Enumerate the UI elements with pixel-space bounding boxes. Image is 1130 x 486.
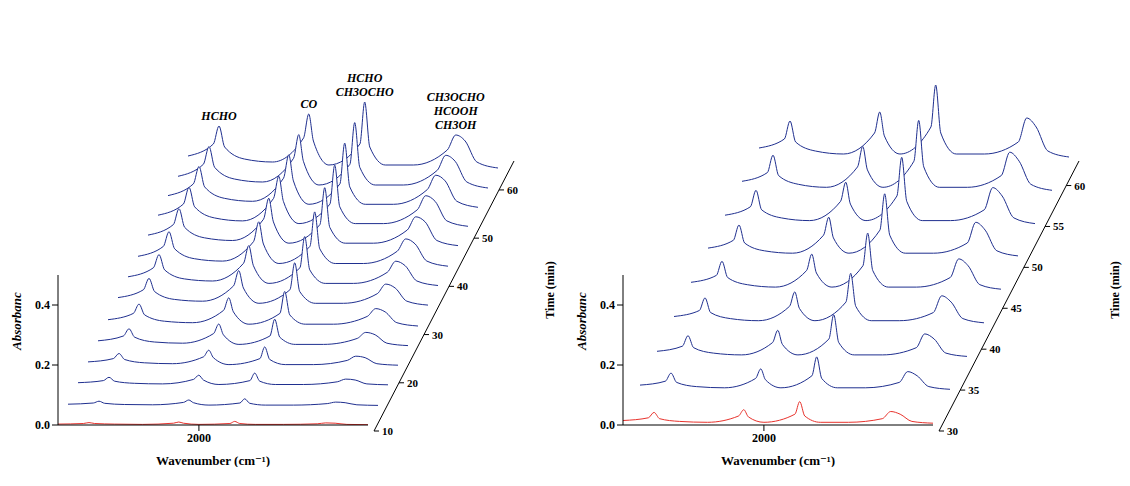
svg-text:Wavenumber (cm⁻¹): Wavenumber (cm⁻¹) — [156, 453, 270, 467]
svg-text:45: 45 — [1011, 302, 1023, 314]
svg-text:CH3OCHO: CH3OCHO — [336, 85, 394, 99]
svg-text:Absorbanc: Absorbanc — [574, 292, 589, 351]
svg-text:40: 40 — [989, 343, 1001, 355]
svg-text:30: 30 — [947, 425, 959, 437]
svg-text:20: 20 — [407, 377, 419, 389]
svg-text:Wavenumber (cm⁻¹): Wavenumber (cm⁻¹) — [721, 453, 835, 467]
svg-text:60: 60 — [1074, 180, 1086, 192]
svg-text:Absorbanc: Absorbanc — [9, 292, 24, 351]
svg-text:35: 35 — [968, 384, 980, 396]
svg-text:Time (min): Time (min) — [1108, 261, 1122, 318]
svg-text:0.4: 0.4 — [600, 298, 615, 312]
svg-text:0.0: 0.0 — [35, 418, 50, 432]
svg-text:30: 30 — [432, 329, 444, 341]
svg-text:2000: 2000 — [752, 431, 776, 445]
svg-text:50: 50 — [1032, 261, 1044, 273]
svg-text:HCOOH: HCOOH — [433, 104, 479, 118]
svg-text:2000: 2000 — [187, 431, 211, 445]
svg-text:0.4: 0.4 — [35, 298, 50, 312]
svg-text:0.2: 0.2 — [35, 358, 50, 372]
svg-text:HCHO: HCHO — [200, 109, 237, 123]
svg-text:50: 50 — [482, 232, 494, 244]
svg-text:CH3OH: CH3OH — [435, 118, 477, 132]
svg-text:10: 10 — [382, 425, 394, 437]
svg-text:60: 60 — [507, 184, 519, 196]
svg-text:CH3OCHO: CH3OCHO — [427, 90, 485, 104]
svg-text:0.0: 0.0 — [600, 418, 615, 432]
svg-text:40: 40 — [457, 280, 469, 292]
svg-text:55: 55 — [1053, 220, 1065, 232]
svg-text:Time (min): Time (min) — [543, 261, 557, 318]
svg-text:0.2: 0.2 — [600, 358, 615, 372]
svg-text:CO: CO — [300, 97, 317, 111]
svg-text:HCHO: HCHO — [346, 71, 383, 85]
